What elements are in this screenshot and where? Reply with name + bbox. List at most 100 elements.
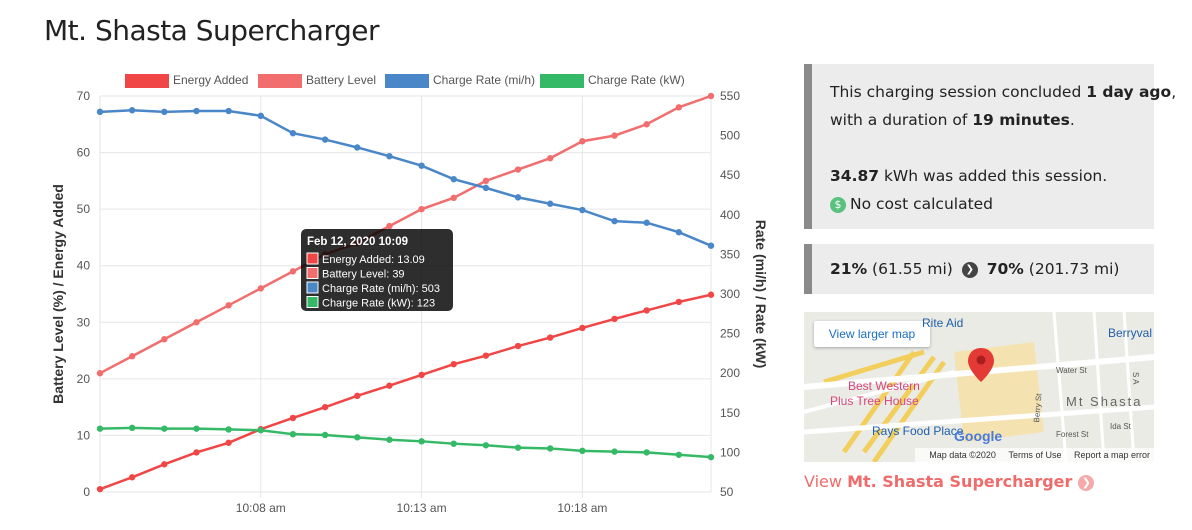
y-right-tick-label: 200 — [720, 366, 740, 380]
data-point-2 — [257, 112, 264, 119]
data-point-0 — [418, 371, 425, 379]
data-point-3 — [514, 444, 522, 451]
data-point-2 — [354, 144, 361, 151]
data-point-1 — [675, 104, 683, 111]
y-left-tick-label: 70 — [77, 89, 91, 103]
data-point-1 — [96, 370, 104, 377]
data-point-0 — [193, 449, 200, 456]
tooltip-line: Battery Level: 39 — [322, 269, 405, 281]
data-point-3 — [482, 442, 490, 449]
view-station-link[interactable]: View Mt. Shasta Supercharger ❯ — [804, 472, 1095, 491]
data-point-0 — [386, 382, 393, 389]
page-title: Mt. Shasta Supercharger — [44, 14, 380, 47]
y-right-tick-label: 500 — [720, 129, 740, 143]
data-point-0 — [707, 291, 715, 298]
y-left-tick-label: 10 — [77, 428, 91, 442]
series-line-1 — [99, 94, 712, 375]
data-point-2 — [707, 242, 715, 249]
data-point-2 — [675, 229, 683, 236]
data-point-1 — [418, 205, 425, 213]
map-label-ida-st: Ida St — [1110, 422, 1131, 431]
data-point-2 — [386, 152, 393, 160]
data-point-3 — [643, 449, 650, 456]
view-larger-map-button[interactable]: View larger map — [814, 321, 930, 347]
session-duration: 19 minutes — [972, 111, 1070, 129]
tooltip-line: Charge Rate (kW): 123 — [322, 298, 435, 310]
tooltip-swatch — [306, 296, 319, 308]
data-point-1 — [257, 285, 264, 292]
data-point-2 — [96, 108, 104, 116]
map-label-best-western-2: Plus Tree House — [830, 394, 919, 408]
tooltip-line: Energy Added: 13.09 — [322, 254, 425, 266]
y-left-tick-label: 50 — [77, 202, 91, 216]
data-point-1 — [482, 177, 490, 185]
data-point-2 — [193, 107, 200, 115]
data-point-1 — [193, 319, 200, 326]
map-report-link[interactable]: Report a map error — [1073, 450, 1150, 460]
map-pin-icon — [968, 348, 994, 382]
data-point-0 — [225, 439, 232, 446]
location-map[interactable]: View larger map Rite Aid Berryval Best W… — [804, 312, 1154, 462]
data-point-1 — [225, 302, 232, 309]
legend-swatch — [385, 74, 429, 88]
legend-label: Charge Rate (mi/h) — [433, 73, 535, 87]
legend-swatch — [540, 74, 584, 88]
session-concluded-line: This charging session concluded 1 day ag… — [830, 83, 1177, 101]
data-point-3 — [611, 448, 618, 455]
data-point-3 — [161, 425, 168, 432]
data-point-1 — [643, 121, 650, 128]
map-label-rays-food: Rays Food Place — [872, 424, 964, 438]
data-point-3 — [321, 431, 329, 439]
data-point-3 — [289, 430, 297, 438]
data-point-0 — [161, 461, 168, 468]
map-label-berryvale: Berryval — [1108, 326, 1153, 340]
map-data-credit: Map data ©2020 — [929, 450, 996, 460]
data-point-0 — [643, 307, 650, 314]
energy-kwh: 34.87 — [830, 167, 880, 185]
data-point-1 — [161, 336, 168, 343]
chevron-right-icon: ❯ — [1078, 474, 1095, 491]
data-point-3 — [386, 436, 393, 443]
data-point-3 — [257, 427, 264, 434]
data-point-0 — [96, 485, 104, 493]
data-point-0 — [289, 414, 297, 422]
data-point-0 — [450, 360, 457, 368]
data-point-2 — [161, 108, 168, 116]
battery-start-pct: 21% — [830, 260, 868, 278]
tooltip-swatch — [306, 281, 319, 294]
battery-start-mi: (61.55 mi) — [872, 260, 953, 278]
y-left-tick-label: 40 — [77, 259, 91, 273]
session-summary-panel: This charging session concluded 1 day ag… — [804, 64, 1177, 229]
energy-added-line: 34.87 kWh was added this session. — [830, 167, 1108, 185]
data-point-3 — [547, 445, 554, 452]
y-right-axis-title: Rate (mi/h) / Rate (kW) — [753, 220, 769, 369]
data-point-1 — [128, 353, 136, 360]
data-point-0 — [482, 352, 490, 359]
y-right-tick-label: 550 — [720, 89, 740, 103]
data-point-2 — [514, 194, 522, 201]
data-point-2 — [547, 200, 554, 207]
data-point-1 — [289, 268, 297, 275]
map-terms-link[interactable]: Terms of Use — [1008, 450, 1062, 460]
y-left-tick-label: 0 — [83, 485, 90, 499]
data-point-1 — [386, 222, 393, 230]
y-right-tick-label: 100 — [720, 445, 740, 459]
x-tick-label: 10:13 am — [397, 501, 447, 515]
map-label-best-western-1: Best Western — [848, 379, 920, 393]
charging-chart: 0 10 20 30 40 50 60 70 50 100 150 200 250 300 350 400 45… — [50, 73, 769, 515]
data-point-2 — [289, 130, 297, 137]
data-point-2 — [128, 107, 136, 114]
legend-label: Energy Added — [173, 73, 248, 87]
y-right-tick-label: 250 — [720, 327, 740, 341]
map-label-water-st: Water St — [1056, 366, 1087, 375]
data-point-2 — [482, 184, 490, 192]
data-point-3 — [418, 438, 425, 445]
data-point-1 — [514, 166, 522, 173]
data-point-2 — [225, 107, 232, 115]
series-line-2 — [99, 109, 712, 247]
session-ago: 1 day ago — [1086, 83, 1172, 101]
y-left-axis-title: Battery Level (%) / Energy Added — [50, 184, 66, 404]
data-point-3 — [707, 453, 715, 461]
data-point-3 — [354, 434, 361, 441]
data-point-2 — [643, 219, 650, 226]
